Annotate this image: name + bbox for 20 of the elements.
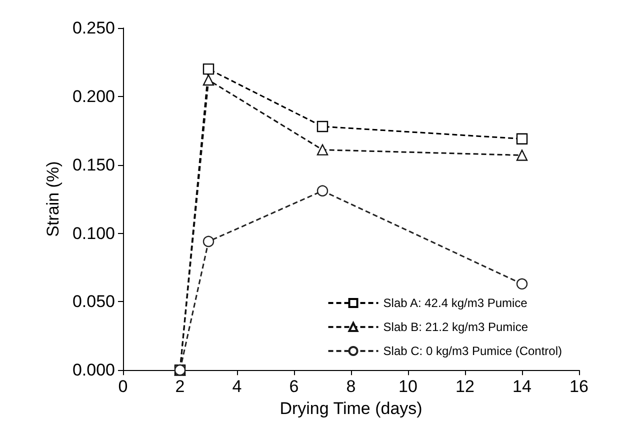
y-tick-label: 0.200 — [72, 86, 115, 106]
legend-label: Slab C: 0 kg/m3 Pumice (Control) — [383, 344, 562, 358]
x-tick-label: 6 — [289, 377, 299, 396]
x-axis-title: Drying Time (days) — [280, 399, 422, 418]
x-tick-label: 12 — [456, 377, 474, 396]
x-tick-label: 4 — [232, 377, 242, 396]
x-tick-label: 0 — [118, 377, 128, 396]
legend-label: Slab B: 21.2 kg/m3 Pumice — [383, 320, 528, 334]
legend-label: Slab A: 42.4 kg/m3 Pumice — [383, 296, 528, 310]
y-tick-label: 0.000 — [72, 360, 115, 380]
y-tick-label: 0.050 — [72, 292, 115, 312]
x-tick-label: 10 — [398, 377, 418, 396]
x-tick-label: 2 — [175, 377, 185, 396]
y-tick-label: 0.250 — [72, 18, 115, 38]
y-axis-title: Strain (%) — [44, 161, 63, 237]
x-tick-label: 16 — [570, 377, 588, 396]
x-tick-label: 8 — [346, 377, 356, 396]
x-tick-label: 14 — [512, 377, 532, 396]
y-tick-label: 0.100 — [72, 224, 115, 243]
y-tick-label: 0.150 — [72, 155, 115, 174]
